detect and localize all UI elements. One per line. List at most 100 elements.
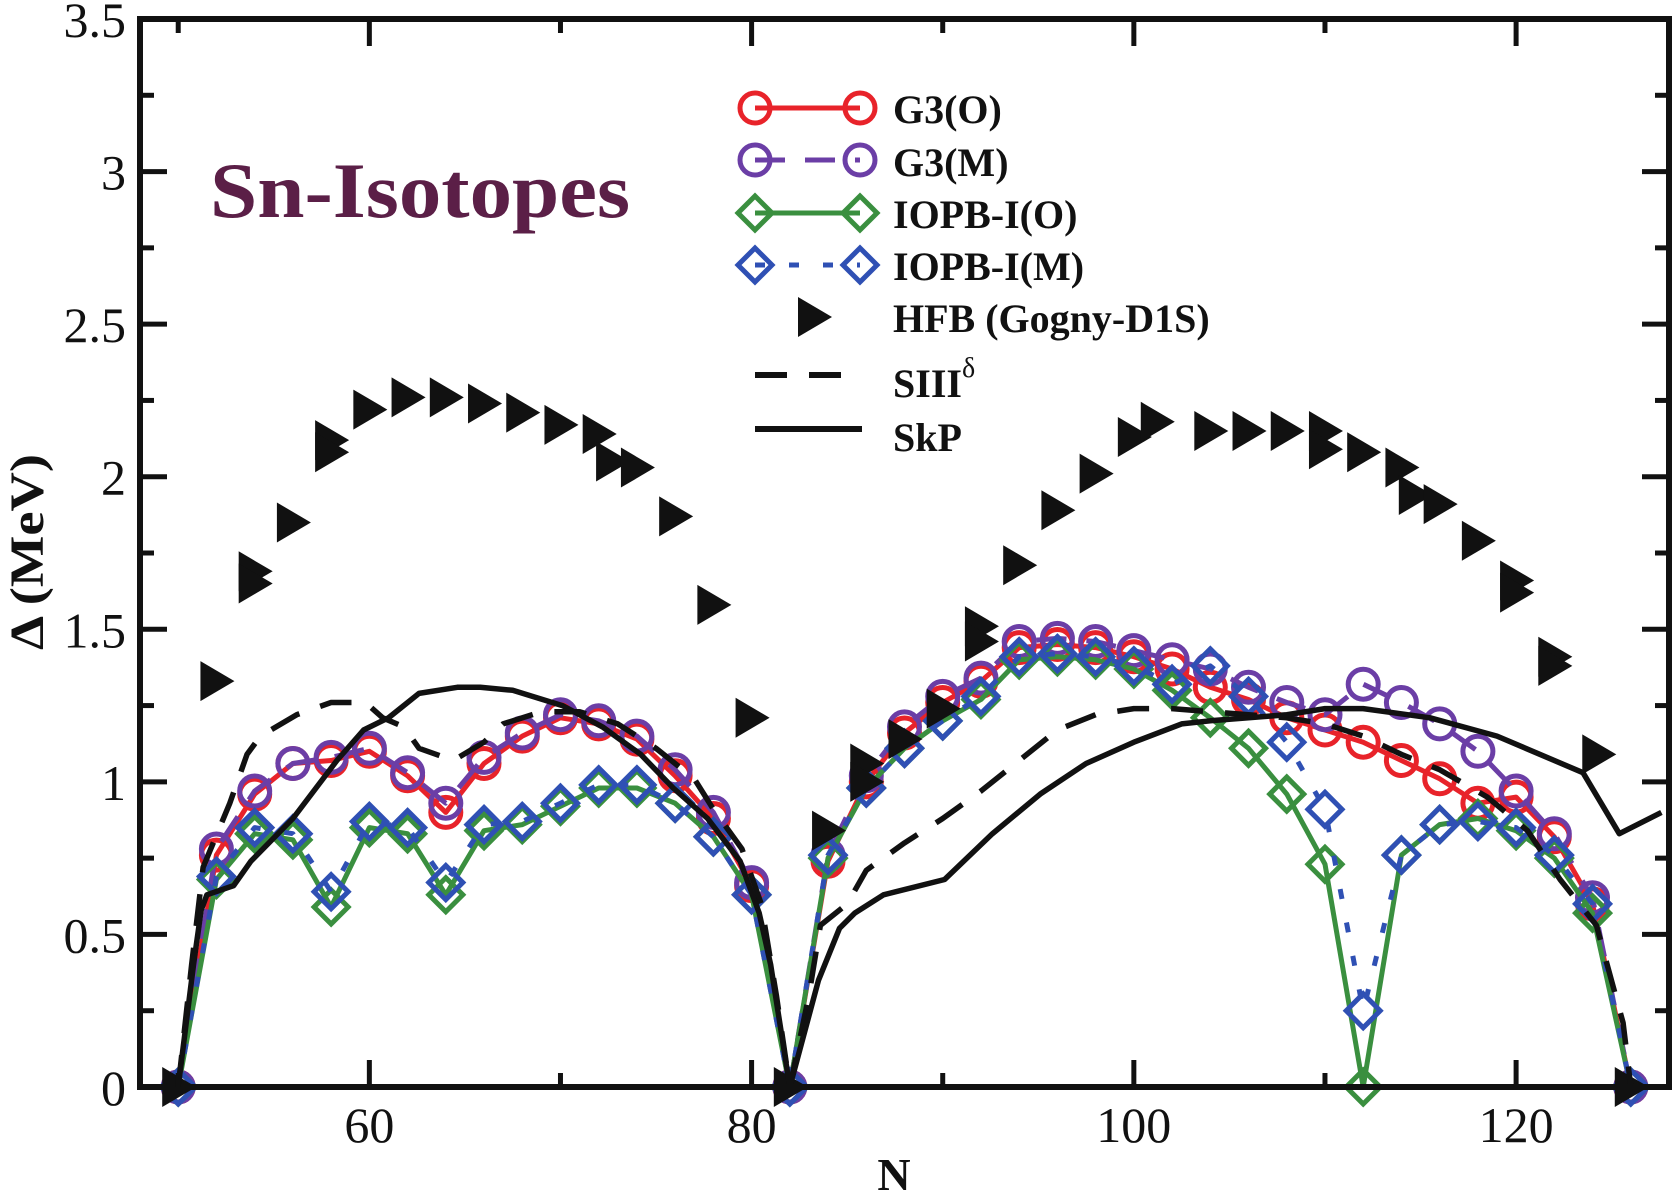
hfb-gogny-d1s-point	[1003, 545, 1038, 586]
legend-label-siii-delta: SIIIδ	[893, 353, 975, 406]
hfb-gogny-d1s-point	[812, 810, 847, 851]
plot-area	[157, 377, 1663, 1108]
g3-m-point	[1536, 816, 1572, 852]
g3-m-point	[1460, 733, 1496, 769]
hfb-gogny-d1s-point	[926, 688, 961, 729]
iopb-i-m-point	[1075, 636, 1117, 678]
hfb-gogny-d1s-point	[1500, 572, 1535, 613]
iopb-i-o-point	[272, 819, 314, 861]
iopb-i-m-point	[807, 834, 849, 876]
legend-label-text: SIII	[893, 361, 962, 406]
legend-label-text: G3(M)	[893, 140, 1009, 185]
legend-label-g3-o: G3(O)	[893, 87, 1002, 132]
legend-item-siii-delta: SIIIδ	[755, 353, 975, 406]
legend-item-hfb-gogny-d1s: HFB (Gogny-D1S)	[798, 296, 1210, 341]
legend-sample-marker	[798, 297, 832, 337]
iopb-i-m-point	[1266, 721, 1308, 763]
legend-label-hfb-gogny-d1s: HFB (Gogny-D1S)	[893, 296, 1210, 341]
g3-m-point	[390, 755, 426, 791]
iopb-i-o-point	[1266, 773, 1308, 815]
iopb-i-m-point	[234, 807, 276, 849]
iopb-i-o-point	[348, 807, 390, 849]
iopb-i-o-point	[1227, 727, 1270, 769]
legend-sample-marker	[737, 90, 773, 126]
hfb-gogny-d1s-point	[1582, 734, 1617, 775]
y-tick-label: 0.5	[64, 907, 127, 963]
hfb-gogny-d1s-point	[353, 389, 388, 430]
iopb-i-o-point	[234, 813, 276, 855]
y-tick-label: 1.5	[64, 602, 127, 658]
axis-ticks	[140, 16, 1669, 1090]
g3-m-point	[1383, 685, 1419, 720]
iopb-i-o-point	[1342, 1066, 1384, 1108]
iopb-i-m-point	[1189, 645, 1231, 687]
hfb-gogny-d1s-point	[1117, 417, 1152, 458]
iopb-i-m-point	[578, 764, 620, 806]
y-tick-label: 3	[101, 145, 126, 201]
legend-sample-marker	[734, 244, 776, 286]
hfb-gogny-d1s-point	[850, 761, 885, 802]
legend-label-iopb-i-o: IOPB-I(O)	[893, 192, 1077, 237]
g3-o-point	[1154, 651, 1190, 687]
g3-m-point	[1078, 624, 1114, 659]
hfb-gogny-d1s-point	[1347, 432, 1382, 473]
hfb-gogny-d1s-point	[544, 404, 579, 445]
hfb-gogny-d1s-point	[1041, 490, 1076, 531]
legend: G3(O) G3(M) IOPB-I(O) IOPB-I(M) HFB (Gogny-D…	[734, 87, 1210, 460]
iopb-i-m-point	[731, 874, 773, 916]
hfb-gogny-d1s-point	[620, 447, 655, 488]
y-tick-label: 0	[101, 1060, 126, 1116]
hfb-gogny-d1s-point	[888, 719, 923, 760]
legend-item-g3-m: G3(M)	[737, 140, 1009, 185]
legend-label-g3-m: G3(M)	[893, 140, 1009, 185]
y-tick-label: 3.5	[64, 0, 127, 48]
legend-item-skp: SkP	[755, 415, 962, 460]
hfb-gogny-d1s-point	[1308, 429, 1343, 470]
g3-m-point	[1307, 697, 1343, 733]
hfb-gogny-d1s-point	[659, 496, 694, 537]
g3-m-point	[1345, 666, 1381, 702]
hfb-gogny-d1s-point	[1079, 453, 1114, 494]
iopb-i-m-point	[1495, 807, 1537, 849]
iopb-i-m-point	[960, 675, 1002, 717]
hfb-gogny-d1s-point	[582, 413, 617, 454]
g3-m-point	[1039, 620, 1075, 656]
legend-label-skp: SkP	[893, 415, 962, 460]
axis-tick-labels: 60 80 100 120 0 0.5 1 1.5 2 2.5 3 3.5	[64, 0, 1554, 1153]
hfb-gogny-d1s-point	[596, 441, 631, 482]
iopb-i-m-point	[1419, 804, 1461, 846]
legend-sample-marker	[839, 192, 881, 234]
hfb-gogny-d1s-point	[315, 432, 350, 473]
hfb-gogny-d1s-point	[1398, 475, 1433, 516]
iopb-i-m-point	[539, 782, 582, 824]
iopb-i-o-point	[387, 813, 429, 855]
legend-label-text: G3(O)	[893, 87, 1002, 132]
hfb-gogny-d1s-point	[1461, 520, 1496, 561]
hfb-gogny-d1s-point	[429, 377, 464, 418]
hfb-gogny-d1s-point	[735, 697, 770, 738]
legend-label-text: HFB (Gogny-D1S)	[893, 296, 1210, 341]
hfb-gogny-d1s-point	[468, 383, 503, 424]
series-iopb-i-o	[157, 636, 1652, 1108]
iopb-i-m-point	[1113, 645, 1155, 687]
iopb-i-o-point	[310, 886, 352, 928]
legend-sample-marker	[839, 244, 881, 286]
y-tick-label: 2.5	[64, 297, 127, 353]
hfb-gogny-d1s-point	[200, 661, 235, 702]
iopb-i-m-point	[310, 871, 352, 913]
iopb-i-m-point	[1304, 788, 1346, 830]
hfb-gogny-d1s-point	[1538, 645, 1573, 686]
iopb-i-m-point	[463, 804, 505, 846]
g3-o-point	[428, 794, 464, 830]
y-axis-title: Δ (MeV)	[1, 454, 54, 650]
g3-m-point	[963, 660, 999, 696]
iopb-i-m-point	[616, 764, 658, 806]
hfb-gogny-d1s-point	[1232, 410, 1267, 451]
g3-o-point	[1345, 724, 1381, 760]
hfb-gogny-d1s-point	[391, 377, 426, 418]
series-iopb-i-m	[157, 633, 1652, 1108]
iopb-i-m-point	[387, 807, 429, 849]
x-tick-label: 60	[344, 1097, 394, 1153]
legend-label-text: SkP	[893, 415, 962, 460]
